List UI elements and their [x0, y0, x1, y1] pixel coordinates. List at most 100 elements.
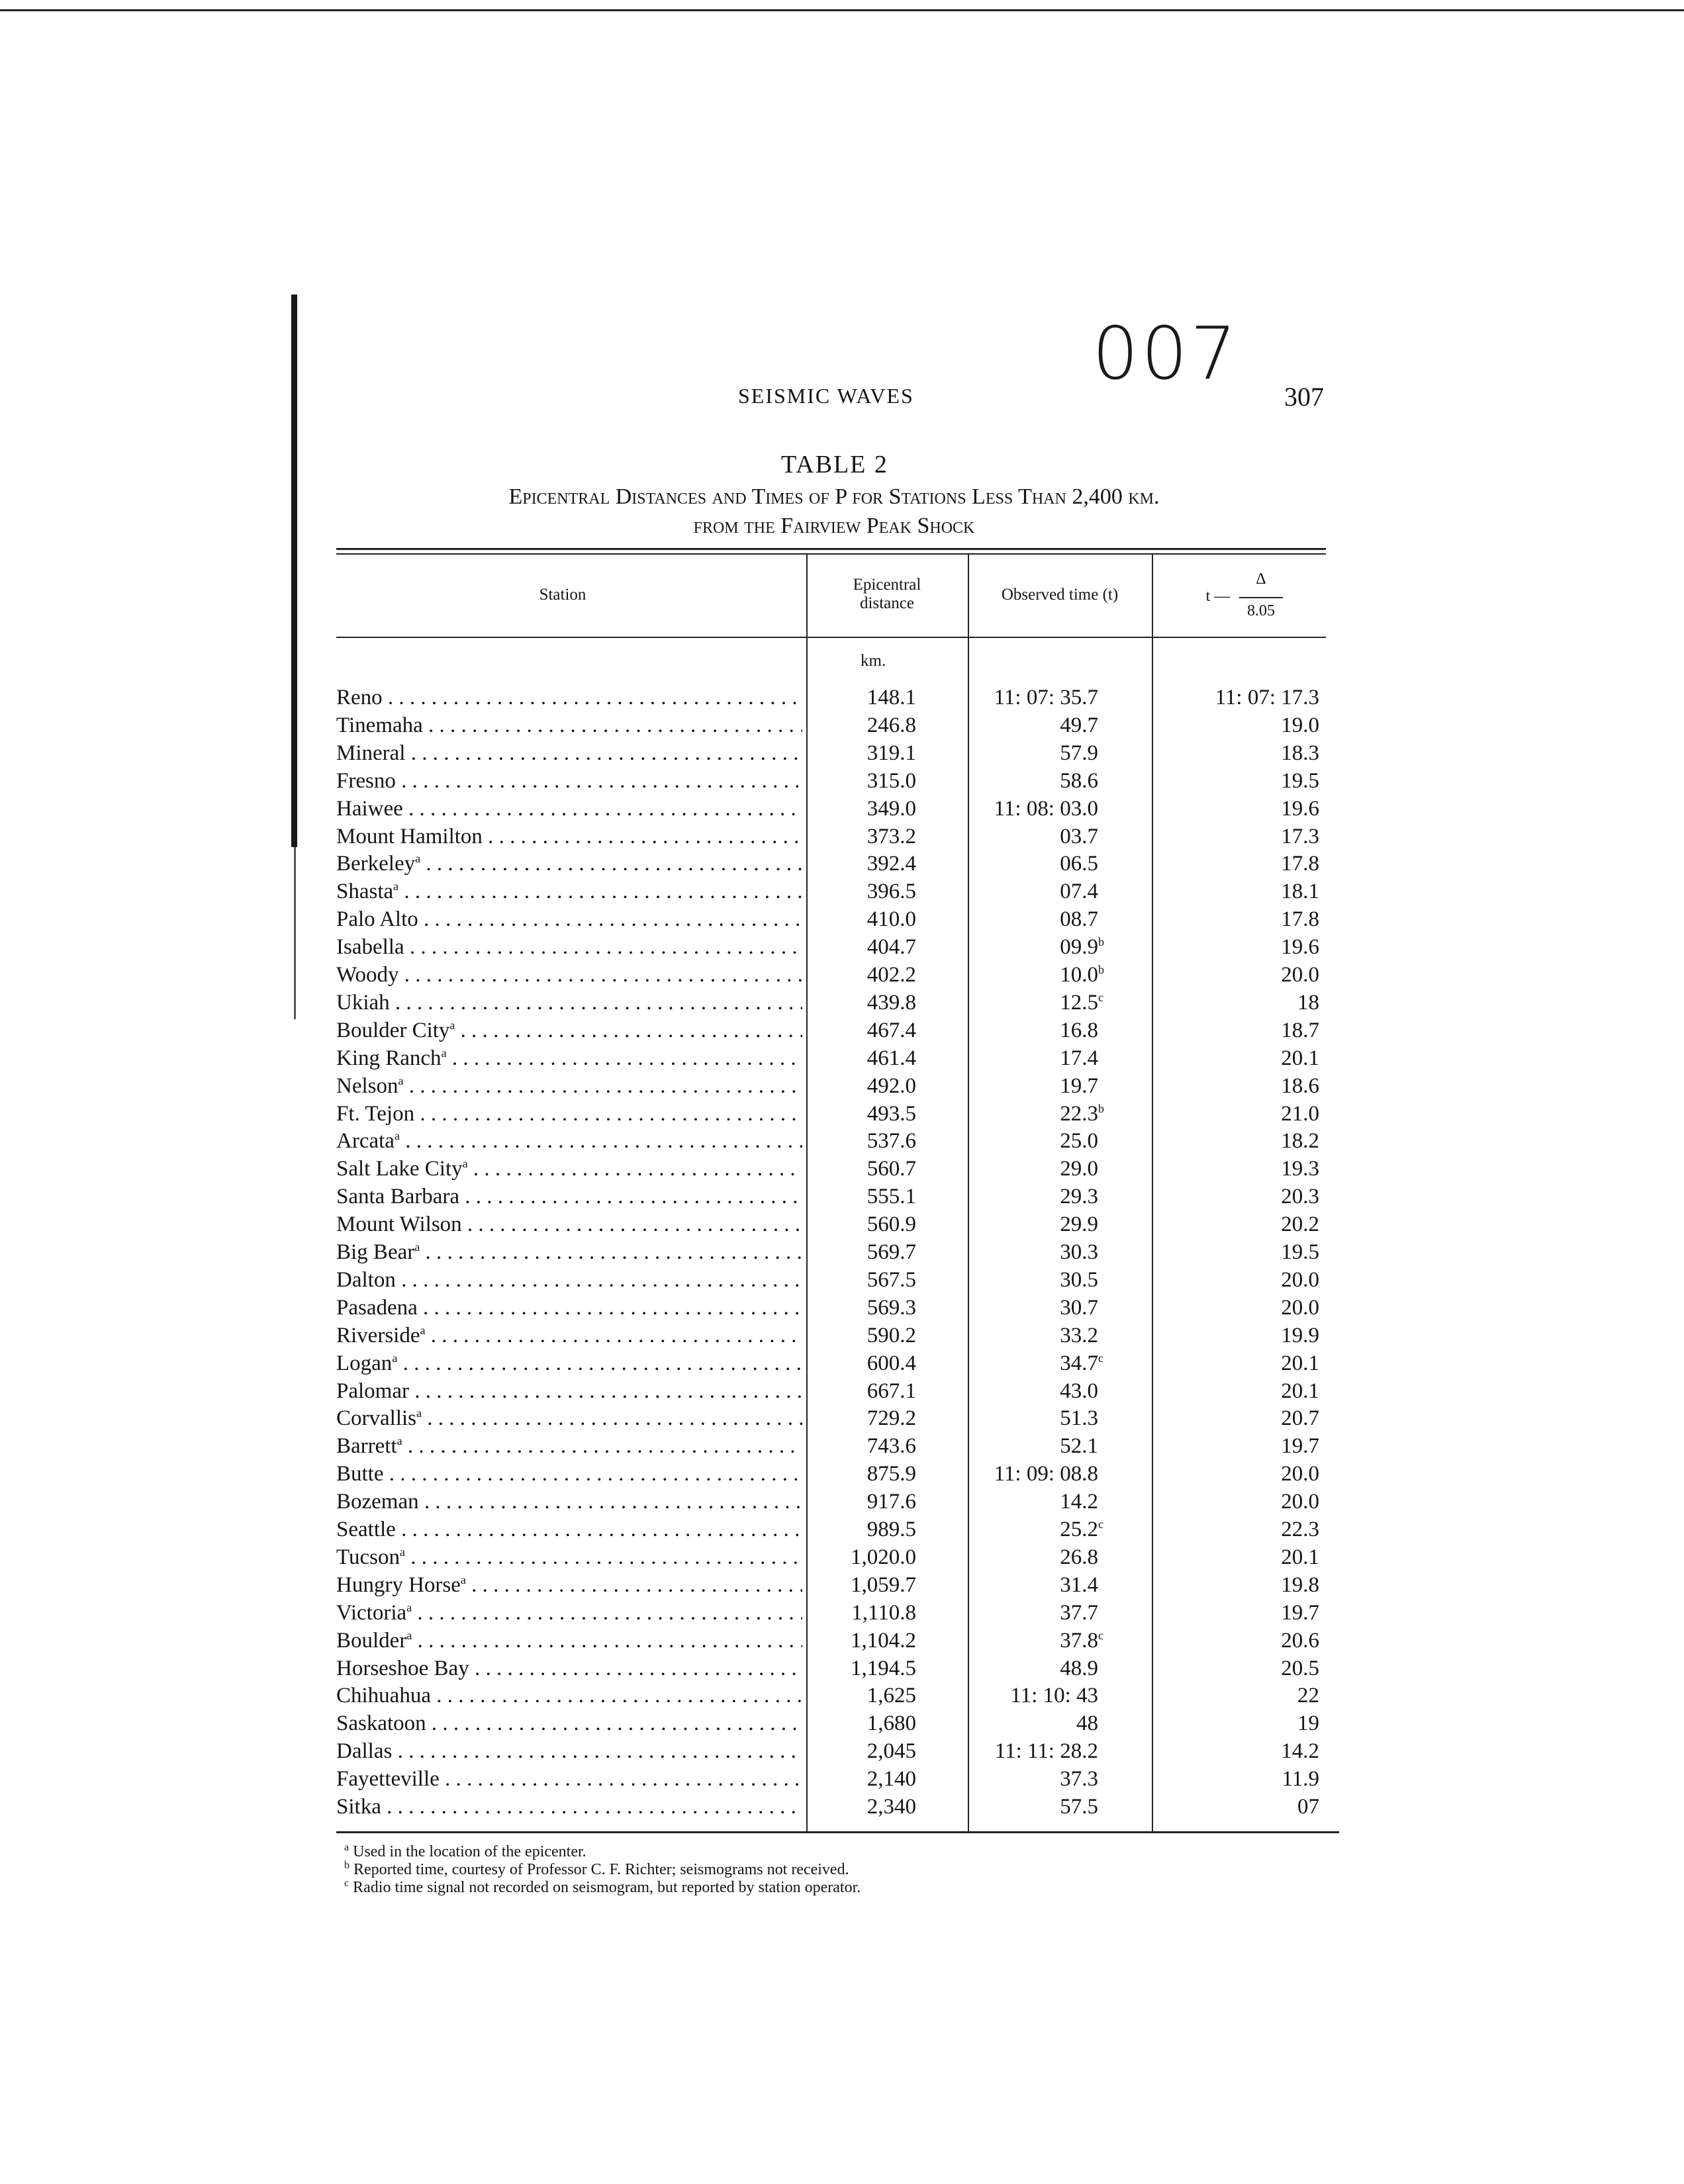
- station-footnote-mark: a: [398, 1073, 404, 1087]
- time-difference: 19: [1297, 1711, 1319, 1736]
- station-name-text: Chihuahua: [336, 1684, 431, 1708]
- observed-time-value: 29.9: [1060, 1212, 1098, 1237]
- station-name: Corvallisa: [336, 1406, 802, 1431]
- observed-time-value: 11: 07: 35.7: [994, 686, 1098, 709]
- table-row: Seattle 989.5 25.2c 22.3: [336, 1518, 1329, 1545]
- observed-time-value: 11: 09: 08.8: [994, 1462, 1098, 1486]
- station-name-text: Corvallis: [336, 1406, 416, 1431]
- epicentral-distance: 1,020.0: [851, 1545, 916, 1569]
- table-row: Mount Hamilton 373.2 03.7 17.3: [336, 825, 1329, 852]
- observed-time: 12.5c: [1060, 990, 1103, 1015]
- station-name-text: King Ranch: [336, 1046, 442, 1070]
- handwritten-page-mark: 007: [1092, 311, 1239, 396]
- table-row: Isabella 404.7 09.9b 19.6: [336, 935, 1329, 963]
- station-name-text: Logan: [336, 1351, 393, 1375]
- station-name-text: Butte: [336, 1462, 384, 1486]
- epicentral-distance: 402.2: [866, 963, 916, 987]
- station-name-text: Shasta: [336, 880, 394, 904]
- station-name: Butte: [336, 1462, 802, 1486]
- column-header-distance: Epicentral distance: [811, 576, 963, 613]
- observed-time-value: 31.4: [1060, 1572, 1098, 1597]
- time-difference: 18.2: [1281, 1129, 1319, 1154]
- observed-time: 07.4: [975, 880, 1107, 904]
- observed-time-value: 09.9: [1060, 935, 1098, 960]
- observed-time: 19.7: [975, 1074, 1107, 1099]
- station-name: Dalton: [336, 1268, 802, 1293]
- observed-time-value: 10.0: [1060, 963, 1098, 987]
- observed-time: 37.8c: [1060, 1628, 1103, 1653]
- time-difference: 17.3: [1281, 824, 1319, 848]
- station-name-text: Saskatoon: [336, 1711, 426, 1736]
- station-name-text: Ukiah: [336, 990, 390, 1015]
- observed-time: 11: 10: 43: [975, 1684, 1107, 1708]
- observed-time-value: 48.9: [1060, 1656, 1098, 1680]
- observed-time-value: 26.8: [1060, 1545, 1098, 1569]
- station-name: Riversidea: [336, 1324, 802, 1348]
- scan-top-border: [0, 9, 1684, 11]
- station-name: Tinemaha: [336, 713, 802, 738]
- observed-time-value: 22.3: [1060, 1101, 1098, 1126]
- table-row: Boulder Citya 467.4 16.8 18.7: [336, 1019, 1329, 1046]
- station-name-text: Isabella: [336, 935, 404, 960]
- station-name-text: Tinemaha: [336, 713, 423, 737]
- table-row: Dallas 2,045 11: 11: 28.2 14.2: [336, 1739, 1329, 1767]
- station-name: Mineral: [336, 741, 802, 766]
- station-name: Haiwee: [336, 797, 802, 821]
- observed-time: 48: [975, 1711, 1107, 1736]
- station-footnote-mark: a: [416, 1406, 422, 1420]
- station-footnote-mark: a: [460, 1572, 466, 1586]
- time-difference: 17.8: [1281, 852, 1319, 876]
- observed-time: 25.2c: [1060, 1518, 1103, 1541]
- table-row: Barretta 743.6 52.1 19.7: [336, 1434, 1329, 1462]
- footnote-mark: b: [344, 1860, 350, 1871]
- table-row: Haiwee 349.0 11: 08: 03.0 19.6: [336, 797, 1329, 825]
- footnote: b Reported time, courtesy of Professor C…: [344, 1860, 861, 1879]
- observed-time-value: 19.7: [1060, 1073, 1098, 1098]
- observed-time: 10.0b: [1060, 963, 1104, 987]
- epicentral-distance: 246.8: [866, 713, 916, 737]
- station-name-text: Mount Wilson: [336, 1212, 462, 1237]
- observed-time: 14.2: [975, 1490, 1107, 1514]
- table-row: Palo Alto 410.0 08.7 17.8: [336, 907, 1329, 935]
- table-row: Saskatoon 1,680 48 19: [336, 1711, 1329, 1739]
- observed-time: 52.1: [975, 1434, 1107, 1459]
- epicentral-distance: 2,140: [866, 1767, 916, 1792]
- time-difference: 20.1: [1281, 1545, 1319, 1569]
- epicentral-distance: 461.4: [866, 1046, 916, 1070]
- station-footnote-mark: a: [415, 852, 421, 866]
- observed-time: 30.3: [975, 1240, 1107, 1265]
- epicentral-distance: 1,059.7: [851, 1572, 916, 1597]
- table-row: Tinemaha 246.8 49.7 19.0: [336, 713, 1329, 741]
- time-difference: 19.3: [1281, 1157, 1319, 1181]
- observed-time: 16.8: [975, 1019, 1107, 1043]
- station-footnote-mark: a: [393, 880, 399, 893]
- station-footnote-mark: a: [441, 1046, 447, 1060]
- observed-time-value: 30.7: [1060, 1295, 1098, 1320]
- observed-time-value: 30.3: [1060, 1240, 1098, 1264]
- observed-time: 48.9: [975, 1657, 1107, 1681]
- table-row: Victoriaa 1,110.8 37.7 19.7: [336, 1601, 1329, 1629]
- observed-time-value: 52.1: [1060, 1434, 1098, 1459]
- observed-time-value: 06.5: [1060, 852, 1098, 876]
- station-name-text: Victoria: [336, 1600, 407, 1625]
- station-footnote-mark: a: [420, 1323, 426, 1337]
- station-name-text: Boulder: [336, 1628, 407, 1653]
- station-name: Chihuahua: [336, 1684, 802, 1708]
- column-divider-1: [806, 555, 808, 1832]
- station-name: Victoriaa: [336, 1601, 802, 1625]
- table-row: Fresno 315.0 58.6 19.5: [336, 769, 1329, 797]
- time-difference: 19.7: [1281, 1600, 1319, 1625]
- station-name: Ft. Tejon: [336, 1102, 802, 1126]
- time-difference: 20.5: [1281, 1656, 1319, 1680]
- station-name: Ukiah: [336, 991, 802, 1015]
- time-difference: 19.6: [1281, 796, 1319, 821]
- station-name-text: Palo Alto: [336, 907, 418, 932]
- observed-time: 29.0: [975, 1157, 1107, 1181]
- station-name-text: Haiwee: [336, 796, 403, 821]
- station-name: King Rancha: [336, 1046, 802, 1071]
- station-name: Big Beara: [336, 1240, 802, 1265]
- station-name-text: Nelson: [336, 1073, 398, 1098]
- table-row: Santa Barbara 555.1 29.3 20.3: [336, 1185, 1329, 1212]
- observed-time-value: 51.3: [1060, 1406, 1098, 1431]
- station-name: Salt Lake Citya: [336, 1157, 802, 1181]
